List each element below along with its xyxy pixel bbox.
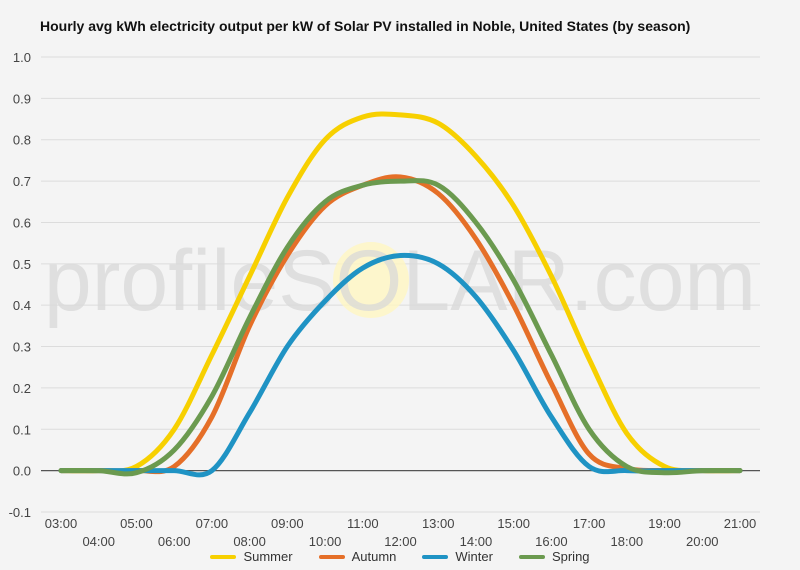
legend-label: Autumn [351,549,397,564]
legend: Summer Autumn Winter Spring [0,549,800,564]
x-tick-label: 14:00 [460,534,493,549]
y-tick-label: 0.2 [13,381,31,396]
legend-swatch [210,554,237,559]
x-tick-label: 08:00 [233,534,266,549]
series-lines [58,111,743,478]
x-tick-label: 12:00 [384,534,417,549]
legend-label: Winter [455,549,493,564]
y-tick-label: 0.9 [13,91,31,106]
series-line-summer [58,111,743,474]
x-tick-label: 09:00 [271,516,304,531]
x-tick-label: 13:00 [422,516,455,531]
legend-swatch [518,554,545,559]
x-tick-label: 04:00 [82,534,115,549]
x-tick-label: 10:00 [309,534,342,549]
y-tick-label: 0.3 [13,340,31,355]
x-tick-label: 07:00 [196,516,229,531]
x-tick-label: 03:00 [45,516,78,531]
y-tick-label: 0.1 [13,422,31,437]
legend-label: Summer [243,549,293,564]
y-tick-label: 0.6 [13,215,31,230]
y-tick-label: 0.5 [13,257,31,272]
legend-item-autumn[interactable]: Autumn [318,549,397,564]
x-tick-label: 06:00 [158,534,191,549]
x-tick-label: 21:00 [724,516,757,531]
watermark-text: profileSOLAR.com [44,233,756,329]
legend-item-spring[interactable]: Spring [518,549,590,564]
x-tick-label: 18:00 [611,534,644,549]
legend-swatch [422,554,449,559]
x-tick-label: 19:00 [648,516,681,531]
x-tick-label: 16:00 [535,534,568,549]
y-tick-label: 0.7 [13,174,31,189]
y-tick-label: 1.0 [13,50,31,65]
x-tick-label: 20:00 [686,534,719,549]
series-line-spring [58,178,743,477]
legend-item-summer[interactable]: Summer [210,549,293,564]
legend-item-winter[interactable]: Winter [422,549,493,564]
x-tick-label: 15:00 [497,516,530,531]
axes: -0.1 0.0 0.1 0.2 0.3 0.4 0.5 0.6 0.7 0.8 0.9 1.0 03:… [9,50,757,549]
x-tick-label: 11:00 [347,516,379,531]
legend-label: Spring [551,549,590,564]
y-tick-label: -0.1 [9,505,31,520]
y-tick-label: 0.4 [13,298,31,313]
legend-swatch [318,554,345,559]
y-tick-label: 0.0 [13,464,31,479]
watermark: profileSOLAR.com [44,233,756,329]
chart-title: Hourly avg kWh electricity output per kW… [40,18,691,34]
series-line-winter [58,252,743,478]
y-tick-label: 0.8 [13,133,31,148]
x-tick-label: 05:00 [120,516,153,531]
x-tick-label: 17:00 [573,516,606,531]
